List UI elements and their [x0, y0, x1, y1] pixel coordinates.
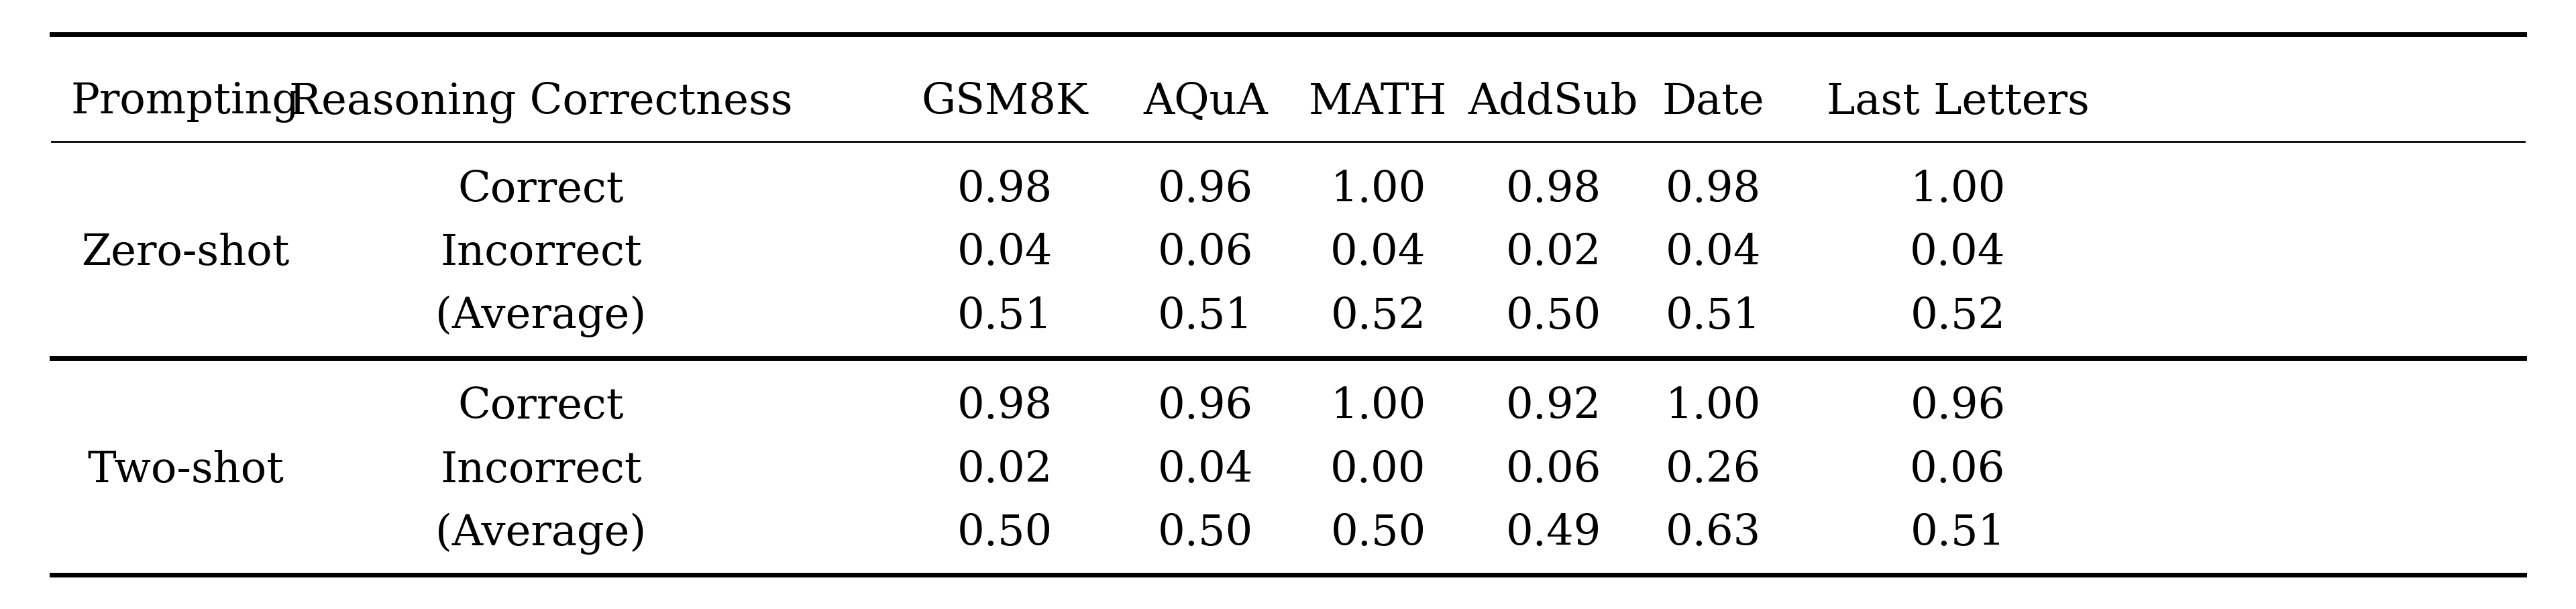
Text: 0.06: 0.06	[1504, 449, 1602, 491]
Text: 0.51: 0.51	[1664, 296, 1762, 337]
Text: 0.51: 0.51	[956, 296, 1054, 337]
Text: 0.51: 0.51	[1157, 296, 1255, 337]
Text: 0.04: 0.04	[1909, 233, 2007, 274]
Text: 0.02: 0.02	[956, 449, 1054, 491]
Text: 0.51: 0.51	[1909, 513, 2007, 554]
Text: 1.00: 1.00	[1664, 386, 1762, 428]
Text: Last Letters: Last Letters	[1826, 82, 2089, 123]
Text: AQuA: AQuA	[1144, 82, 1267, 123]
Text: Correct: Correct	[459, 169, 623, 211]
Text: Date: Date	[1662, 82, 1765, 123]
Text: 0.96: 0.96	[1157, 386, 1255, 428]
Text: 0.50: 0.50	[956, 513, 1054, 554]
Text: Incorrect: Incorrect	[440, 233, 641, 274]
Text: 0.98: 0.98	[956, 169, 1054, 211]
Text: 1.00: 1.00	[1329, 386, 1427, 428]
Text: Incorrect: Incorrect	[440, 449, 641, 491]
Text: 0.49: 0.49	[1504, 513, 1602, 554]
Text: AddSub: AddSub	[1468, 82, 1638, 123]
Text: 0.50: 0.50	[1329, 513, 1427, 554]
Text: 0.50: 0.50	[1504, 296, 1602, 337]
Text: 0.52: 0.52	[1329, 296, 1427, 337]
Text: 0.96: 0.96	[1909, 386, 2007, 428]
Text: Correct: Correct	[459, 386, 623, 428]
Text: 0.00: 0.00	[1329, 449, 1427, 491]
Text: 0.02: 0.02	[1504, 233, 1602, 274]
Text: Prompting: Prompting	[72, 82, 299, 123]
Text: 0.04: 0.04	[1664, 233, 1762, 274]
Text: 0.04: 0.04	[1329, 233, 1427, 274]
Text: 1.00: 1.00	[1329, 169, 1427, 211]
Text: 0.63: 0.63	[1664, 513, 1762, 554]
Text: GSM8K: GSM8K	[922, 82, 1087, 123]
Text: 0.98: 0.98	[956, 386, 1054, 428]
Text: 0.04: 0.04	[1157, 449, 1255, 491]
Text: 0.06: 0.06	[1157, 233, 1255, 274]
Text: 0.92: 0.92	[1504, 386, 1602, 428]
Text: 0.50: 0.50	[1157, 513, 1255, 554]
Text: (Average): (Average)	[435, 513, 647, 554]
Text: Zero-shot: Zero-shot	[82, 233, 289, 274]
Text: 0.98: 0.98	[1504, 169, 1602, 211]
Text: 0.98: 0.98	[1664, 169, 1762, 211]
Text: 0.26: 0.26	[1664, 449, 1762, 491]
Text: 0.52: 0.52	[1909, 296, 2007, 337]
Text: 0.04: 0.04	[956, 233, 1054, 274]
Text: Reasoning Correctness: Reasoning Correctness	[289, 82, 793, 123]
Text: Two-shot: Two-shot	[88, 449, 283, 491]
Text: 1.00: 1.00	[1909, 169, 2007, 211]
Text: 0.06: 0.06	[1909, 449, 2007, 491]
Text: MATH: MATH	[1309, 82, 1448, 123]
Text: 0.96: 0.96	[1157, 169, 1255, 211]
Text: (Average): (Average)	[435, 296, 647, 337]
